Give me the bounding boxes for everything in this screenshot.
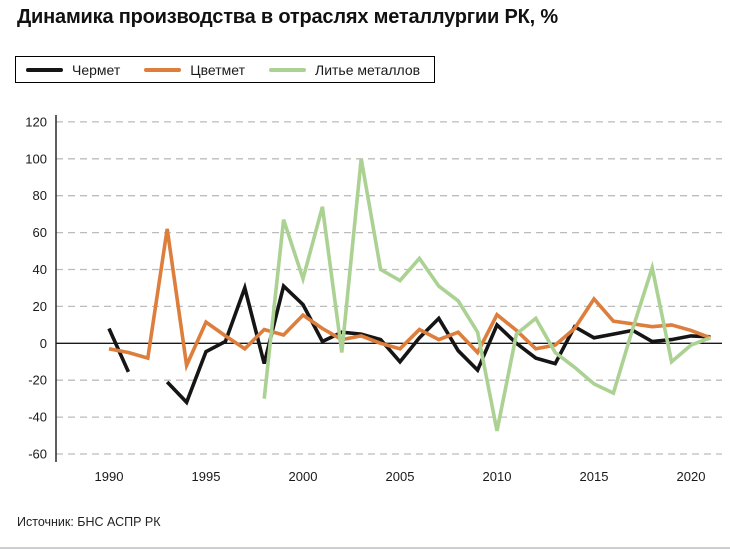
y-tick-label-100: 100 [25, 151, 47, 166]
y-tick-label-120: 120 [25, 114, 47, 129]
x-tick-label-2005: 2005 [386, 469, 415, 484]
y-tick-label-60: 60 [33, 225, 47, 240]
legend-item-tsvetmet: Цветмет [144, 62, 245, 78]
x-tick-label-2020: 2020 [677, 469, 706, 484]
x-tick-label-2015: 2015 [580, 469, 609, 484]
y-tick-label--40: -40 [28, 410, 47, 425]
series-line-0-chermet [107, 281, 711, 406]
legend-label-tsvetmet: Цветмет [190, 61, 245, 78]
casting-line-swatch [269, 67, 306, 72]
legend-label-chermet: Чермет [72, 61, 121, 78]
y-tick-label-80: 80 [33, 188, 47, 203]
x-tick-label-1995: 1995 [192, 469, 221, 484]
bottom-edge-divider [0, 547, 730, 549]
x-tick-label-1990: 1990 [95, 469, 124, 484]
series-line-1-tsvetmet [108, 228, 712, 372]
x-tick-label-2010: 2010 [483, 469, 512, 484]
legend-item-chermet: Чермет [26, 62, 120, 78]
y-tick-label-40: 40 [33, 262, 47, 277]
y-tick-label--20: -20 [28, 373, 47, 388]
legend-item-casting: Литье металлов [269, 62, 420, 78]
y-tick-label--60: -60 [28, 447, 47, 462]
tsvetmet-line-swatch [144, 67, 182, 72]
chermet-line-swatch [26, 67, 63, 72]
chart-title: Динамика производства в отраслях металлу… [17, 6, 558, 28]
y-tick-label-0: 0 [40, 336, 47, 351]
y-tick-label-20: 20 [33, 299, 47, 314]
legend-label-casting: Литье металлов [315, 61, 421, 78]
source-note: Источник: БНС АСПР РК [17, 515, 161, 529]
series-line-2-casting [262, 158, 712, 432]
legend: Чермет Цветмет Литье металлов [15, 56, 436, 83]
x-tick-label-2000: 2000 [289, 469, 318, 484]
